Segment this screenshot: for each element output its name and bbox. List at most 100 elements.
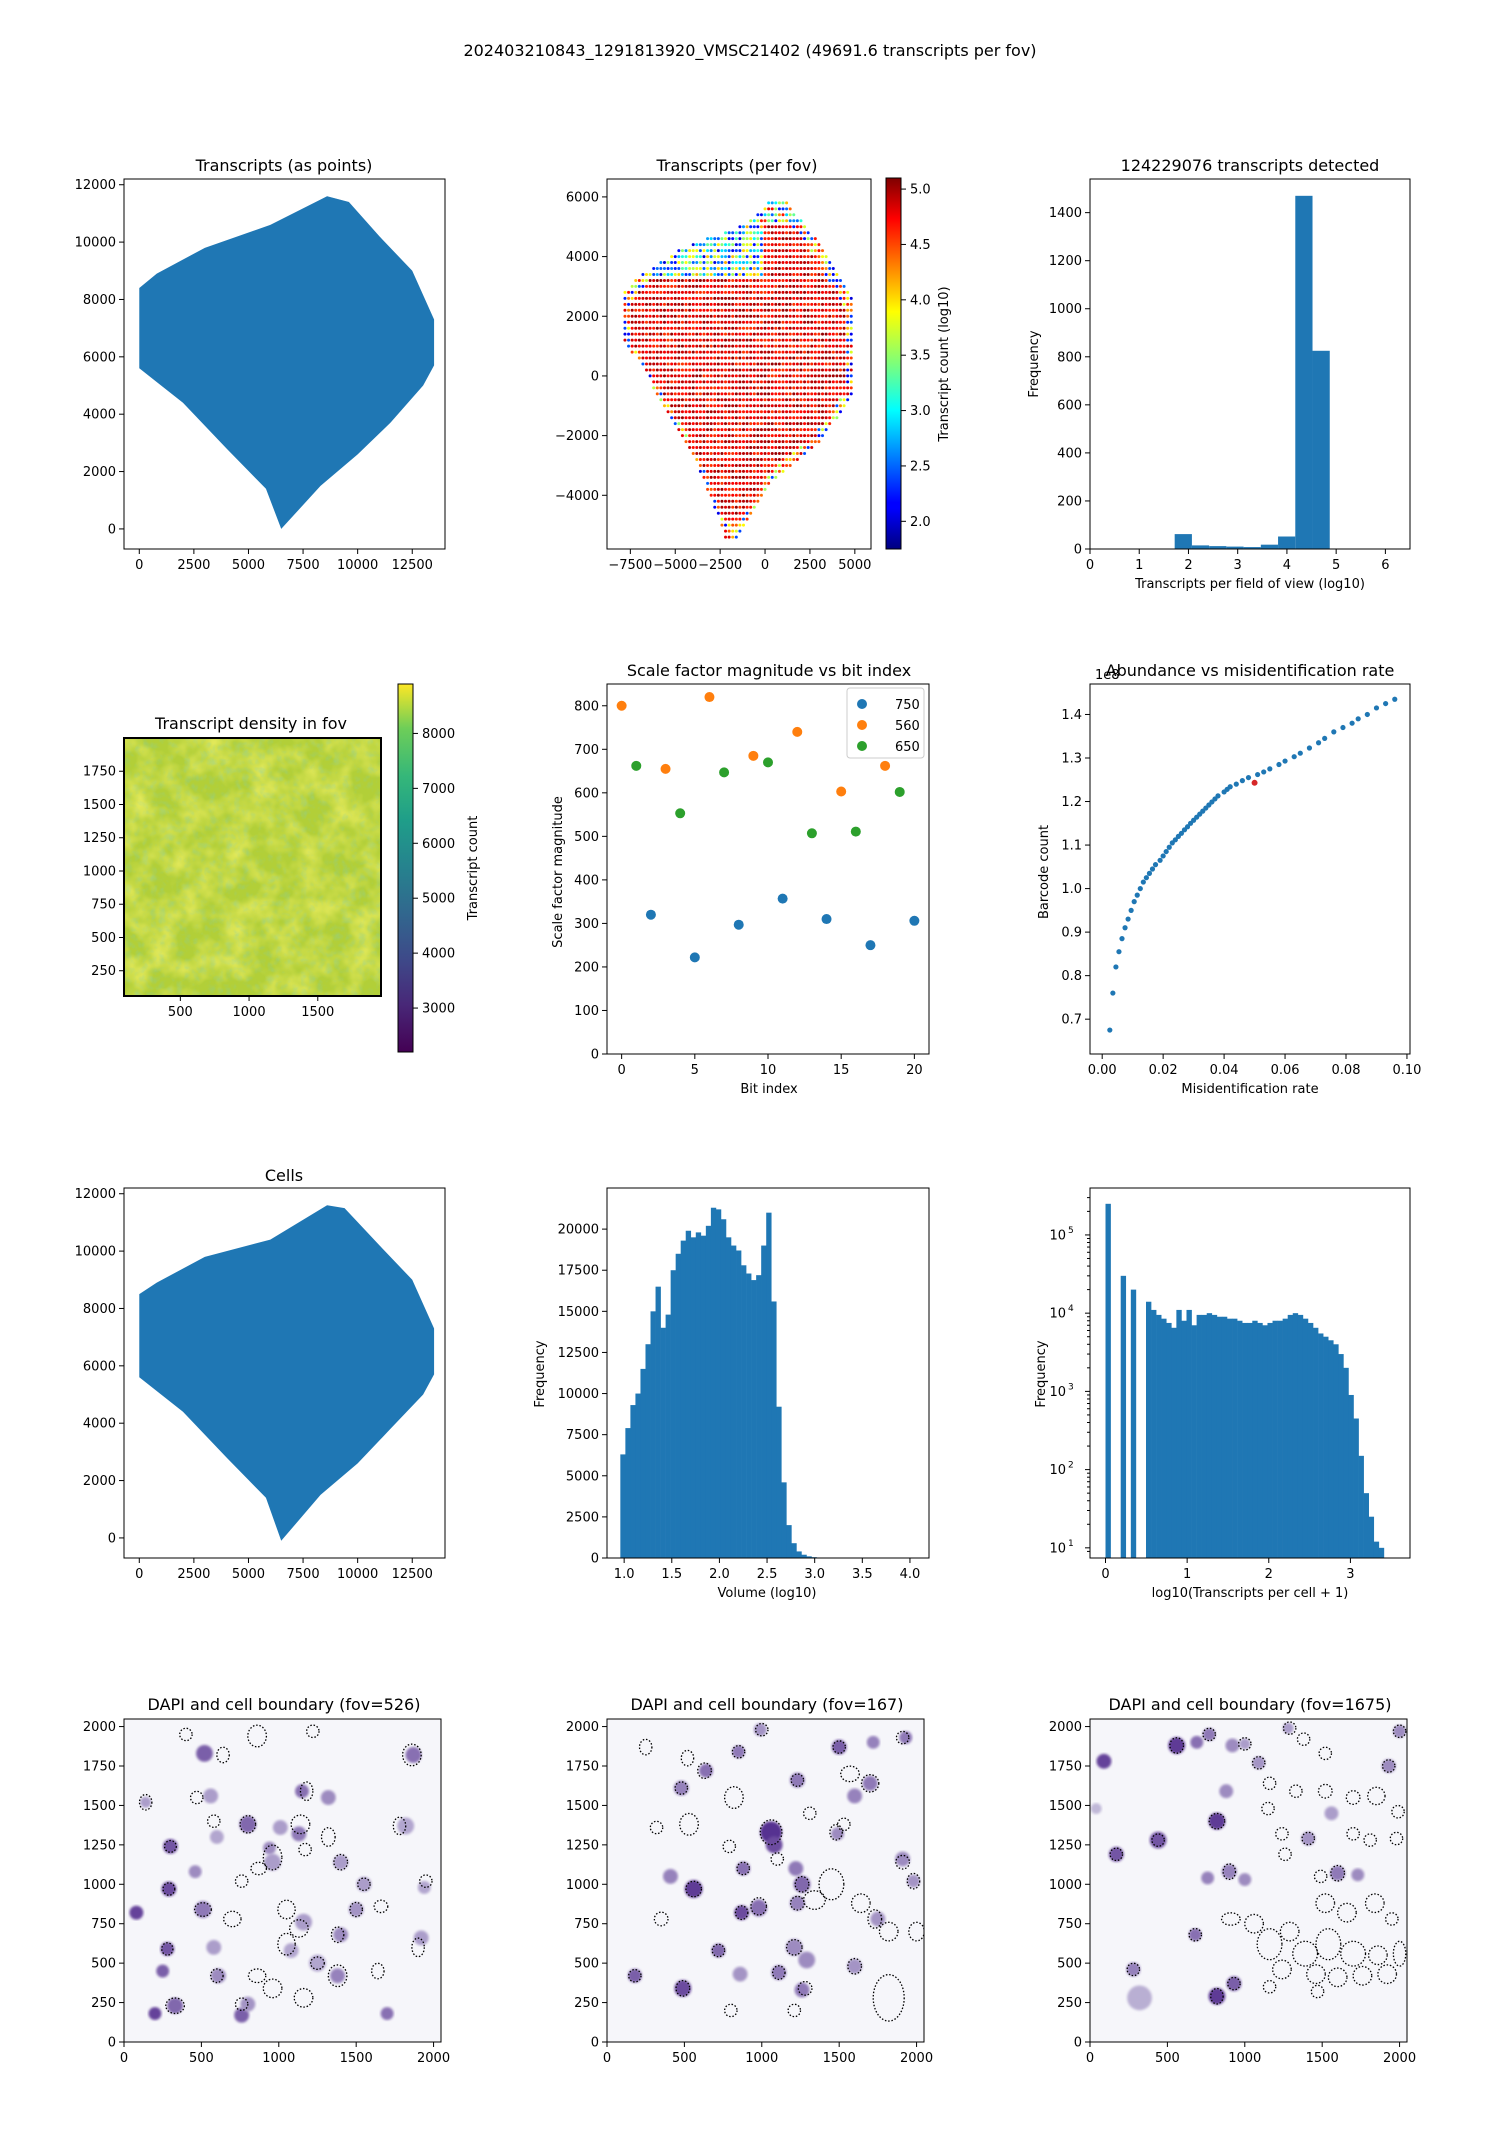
fov-point: [691, 320, 695, 324]
fov-point: [702, 320, 706, 324]
y-tick-label: 15000: [558, 1305, 599, 1320]
fov-point: [745, 446, 749, 450]
fov-point: [749, 493, 753, 497]
fov-point: [709, 267, 713, 271]
cell-boundary: [802, 1806, 817, 1821]
cell-boundary: [736, 1861, 751, 1876]
fov-point: [759, 255, 763, 259]
fov-point: [713, 261, 717, 265]
fov-point: [792, 434, 796, 438]
fov-point: [709, 356, 713, 360]
fov-point: [698, 267, 702, 271]
dapi-nucleus: [234, 2007, 250, 2023]
fov-point: [745, 457, 749, 461]
fov-point: [752, 326, 756, 330]
fov-point: [774, 284, 778, 288]
fov-point: [648, 302, 652, 306]
cell-boundary: [722, 1839, 737, 1854]
plot-area: [123, 737, 382, 997]
fov-point: [731, 404, 735, 408]
fov-point: [709, 344, 713, 348]
fov-point: [792, 350, 796, 354]
fov-point: [709, 255, 713, 259]
fov-point: [767, 374, 771, 378]
fov-point: [716, 290, 720, 294]
fov-point: [630, 296, 634, 300]
y-tick-label: 6000: [566, 190, 599, 205]
dapi-nucleus: [330, 1968, 346, 1984]
fov-point: [752, 404, 756, 408]
fov-point: [770, 422, 774, 426]
fov-point: [673, 386, 677, 390]
fov-point: [680, 416, 684, 420]
plot-area: [1105, 1203, 1385, 1558]
y-tick-label: 250: [91, 964, 116, 979]
fov-point: [724, 428, 728, 432]
fov-point: [770, 398, 774, 402]
fov-point: [810, 302, 814, 306]
fov-point: [756, 440, 760, 444]
barcode-point: [1239, 778, 1245, 784]
fov-point: [720, 362, 724, 366]
fov-point: [835, 350, 839, 354]
fov-point: [630, 350, 634, 354]
fov-point: [799, 278, 803, 282]
fov-point: [756, 374, 760, 378]
cell-boundary: [750, 1897, 768, 1916]
fov-point: [706, 475, 710, 479]
fov-point: [788, 440, 792, 444]
fov-point: [821, 314, 825, 318]
fov-point: [709, 469, 713, 473]
fov-point: [659, 374, 663, 378]
cell-boundary: [262, 1844, 283, 1871]
fov-point: [734, 278, 738, 282]
y-tick-label: 0: [108, 2036, 116, 2051]
fov-point: [803, 320, 807, 324]
cell-boundary: [847, 1957, 863, 1975]
fov-point: [670, 296, 674, 300]
histogram-bar: [806, 1556, 812, 1558]
fov-point: [684, 320, 688, 324]
fov-point: [806, 320, 810, 324]
fov-point: [756, 272, 760, 276]
fov-point: [777, 201, 781, 205]
fov-point: [849, 320, 853, 324]
fov-point: [831, 416, 835, 420]
legend-marker-750: [857, 699, 867, 709]
fov-point: [763, 446, 767, 450]
fov-point: [637, 326, 641, 330]
fov-point: [706, 410, 710, 414]
fov-point: [727, 314, 731, 318]
fov-point: [716, 440, 720, 444]
fov-point: [781, 398, 785, 402]
cell-boundary: [1202, 1727, 1217, 1742]
fov-point: [655, 320, 659, 324]
fov-point: [738, 350, 742, 354]
fov-point: [763, 225, 767, 229]
cell-boundary: [216, 1746, 230, 1764]
fov-point: [749, 499, 753, 503]
fov-point: [666, 398, 670, 402]
fov-point: [795, 219, 799, 223]
fov-point: [724, 243, 728, 247]
y-tick-label: 750: [91, 898, 116, 913]
cell-boundary: [674, 1781, 689, 1795]
fov-point: [781, 356, 785, 360]
barcode-point: [1331, 729, 1337, 735]
fov-point: [652, 308, 656, 312]
histogram-bar: [761, 1245, 767, 1558]
fov-point: [716, 392, 720, 396]
dapi-nucleus: [1226, 1976, 1242, 1992]
fov-point: [763, 302, 767, 306]
fov-point: [673, 314, 677, 318]
fov-point: [774, 243, 778, 247]
fov-point: [695, 243, 699, 247]
fov-point: [720, 475, 724, 479]
fov-point: [810, 368, 814, 372]
fov-point: [695, 350, 699, 354]
fov-point: [828, 302, 832, 306]
fov-point: [695, 249, 699, 253]
barcode-point: [1160, 853, 1166, 859]
fov-point: [741, 416, 745, 420]
fov-point: [716, 398, 720, 402]
